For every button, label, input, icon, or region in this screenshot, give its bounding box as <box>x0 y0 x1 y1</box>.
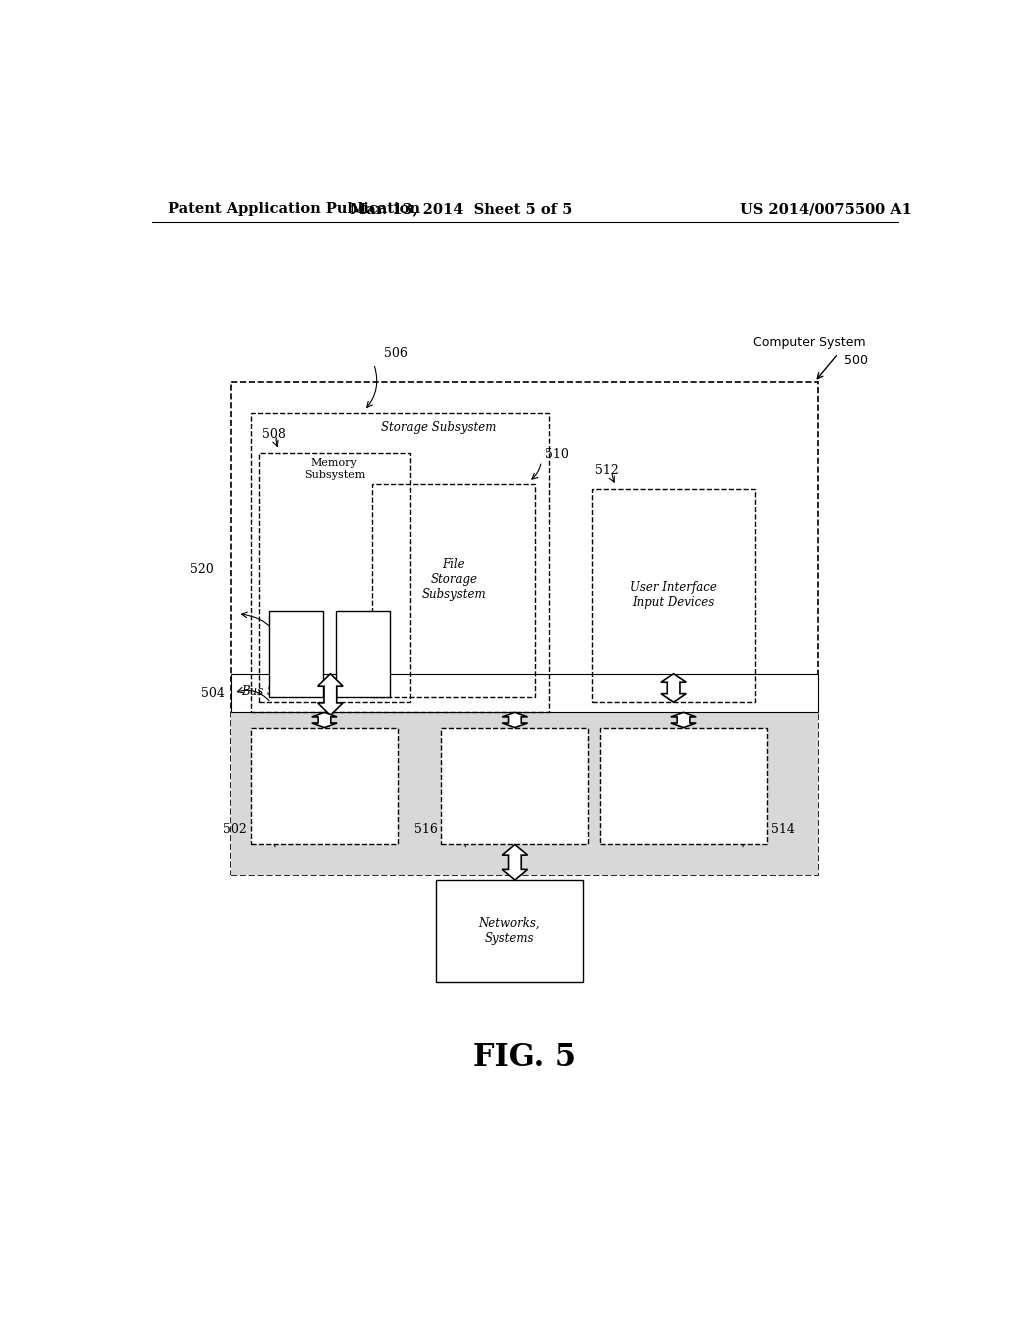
Text: 506: 506 <box>384 347 408 359</box>
Text: 518: 518 <box>348 652 372 665</box>
FancyBboxPatch shape <box>436 880 583 982</box>
Text: Memory
Subsystem: Memory Subsystem <box>304 458 365 480</box>
Text: Processor(s): Processor(s) <box>288 780 361 792</box>
Text: ROM: ROM <box>281 647 311 660</box>
Text: 520: 520 <box>190 562 214 576</box>
Text: User Interface
Input Devices: User Interface Input Devices <box>630 581 717 610</box>
Text: FIG. 5: FIG. 5 <box>473 1043 577 1073</box>
Text: US 2014/0075500 A1: US 2014/0075500 A1 <box>740 202 912 216</box>
Text: 502: 502 <box>223 824 247 837</box>
Polygon shape <box>502 845 527 880</box>
Text: 514: 514 <box>771 824 795 837</box>
Text: Storage Subsystem: Storage Subsystem <box>381 421 497 434</box>
FancyBboxPatch shape <box>441 727 588 845</box>
Text: User Interface
Output Devices: User Interface Output Devices <box>638 772 729 800</box>
Text: 500: 500 <box>844 354 867 367</box>
Polygon shape <box>317 673 343 715</box>
Text: 504: 504 <box>201 686 225 700</box>
Text: 512: 512 <box>595 463 620 477</box>
Text: 508: 508 <box>262 428 286 441</box>
Text: Patent Application Publication: Patent Application Publication <box>168 202 420 216</box>
Polygon shape <box>502 713 527 727</box>
Text: Mar. 13, 2014  Sheet 5 of 5: Mar. 13, 2014 Sheet 5 of 5 <box>350 202 572 216</box>
FancyBboxPatch shape <box>269 611 324 697</box>
Text: Networks,
Systems: Networks, Systems <box>478 917 540 945</box>
Text: Network
Interface: Network Interface <box>487 772 542 800</box>
Text: RAM: RAM <box>348 647 378 660</box>
Polygon shape <box>311 713 337 727</box>
Text: 510: 510 <box>545 449 568 461</box>
Text: 516: 516 <box>414 824 437 837</box>
Text: Computer System: Computer System <box>754 337 866 350</box>
FancyBboxPatch shape <box>251 727 397 845</box>
FancyBboxPatch shape <box>600 727 767 845</box>
FancyBboxPatch shape <box>336 611 390 697</box>
Text: File
Storage
Subsystem: File Storage Subsystem <box>422 558 486 601</box>
Polygon shape <box>660 673 686 702</box>
Text: Bus Subsystem: Bus Subsystem <box>241 685 332 697</box>
Bar <box>231 713 818 875</box>
Polygon shape <box>671 713 696 727</box>
Bar <box>231 673 818 713</box>
